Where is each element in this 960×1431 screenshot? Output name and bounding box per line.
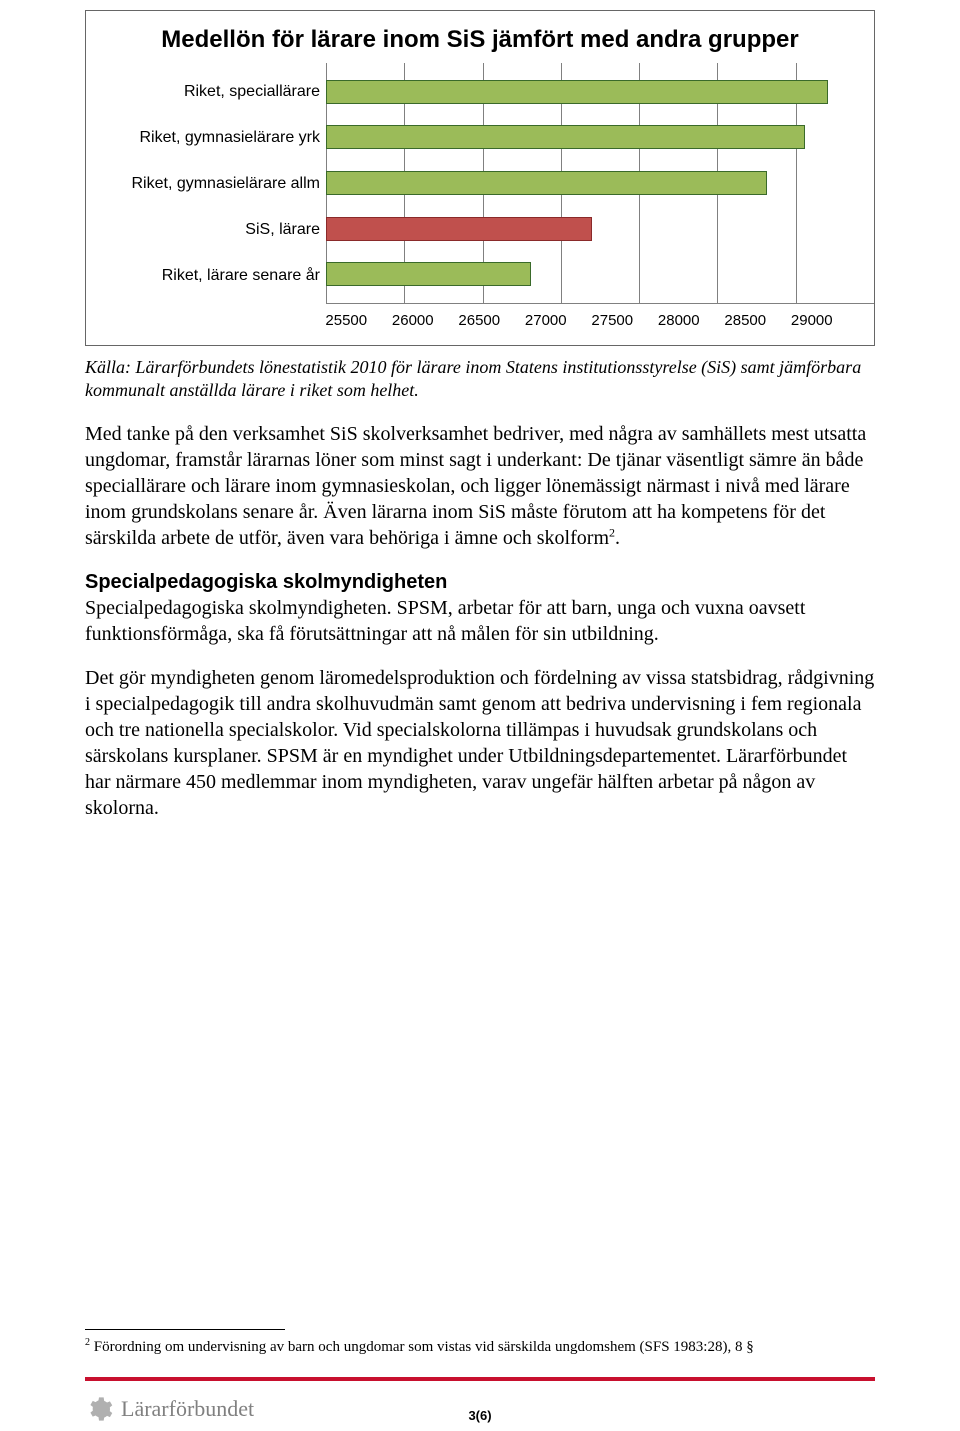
gear-icon	[85, 1395, 113, 1423]
x-tick: 29000	[766, 304, 859, 337]
salary-chart: Medellön för lärare inom SiS jämfört med…	[85, 10, 875, 346]
bars-region	[326, 63, 874, 303]
heading-spsm: Specialpedagogiska skolmyndigheten	[85, 571, 447, 593]
bar	[326, 262, 531, 286]
paragraph-1: Med tanke på den verksamhet SiS skolverk…	[85, 421, 875, 551]
footnote-area: 2 Förordning om undervisning av barn och…	[85, 1329, 875, 1382]
bar	[326, 217, 592, 241]
paragraph-1-suffix: .	[615, 527, 620, 549]
bar-slot	[326, 70, 858, 114]
bar	[326, 80, 828, 104]
paragraph-3: Det gör myndigheten genom läromedelsprod…	[85, 665, 875, 821]
logo: Lärarförbundet	[85, 1395, 254, 1423]
page-number: 3(6)	[468, 1408, 491, 1423]
bar-slot	[326, 252, 858, 296]
footnote-rule	[85, 1329, 285, 1330]
chart-title: Medellön för lärare inom SiS jämfört med…	[86, 19, 874, 63]
footnote: 2 Förordning om undervisning av barn och…	[85, 1336, 875, 1358]
plot-area: Riket, speciallärareRiket, gymnasielärar…	[86, 63, 874, 303]
chart-caption: Källa: Lärarförbundets lönestatistik 201…	[85, 356, 875, 403]
y-axis-label: Riket, gymnasielärare yrk	[86, 116, 320, 160]
bar	[326, 171, 767, 195]
bar-slot	[326, 115, 858, 159]
bar-container	[326, 63, 858, 303]
y-axis-label: Riket, lärare senare år	[86, 254, 320, 298]
paragraph-2-text: Specialpedagogiska skolmyndigheten. SPSM…	[85, 597, 805, 645]
bar-slot	[326, 161, 858, 205]
y-axis-label: Riket, speciallärare	[86, 70, 320, 114]
y-axis-labels: Riket, speciallärareRiket, gymnasielärar…	[86, 63, 326, 303]
page-footer: Lärarförbundet 3(6)	[0, 1395, 960, 1423]
y-axis-label: SiS, lärare	[86, 208, 320, 252]
logo-text: Lärarförbundet	[121, 1396, 254, 1422]
bar	[326, 125, 805, 149]
y-axis-label: Riket, gymnasielärare allm	[86, 162, 320, 206]
x-axis: 2550026000265002700027500280002850029000	[326, 303, 874, 337]
bar-slot	[326, 207, 858, 251]
paragraph-1-text: Med tanke på den verksamhet SiS skolverk…	[85, 423, 866, 549]
footnote-text: Förordning om undervisning av barn och u…	[90, 1339, 754, 1355]
accent-bar	[85, 1377, 875, 1381]
section-spsm: Specialpedagogiska skolmyndigheten Speci…	[85, 569, 875, 647]
